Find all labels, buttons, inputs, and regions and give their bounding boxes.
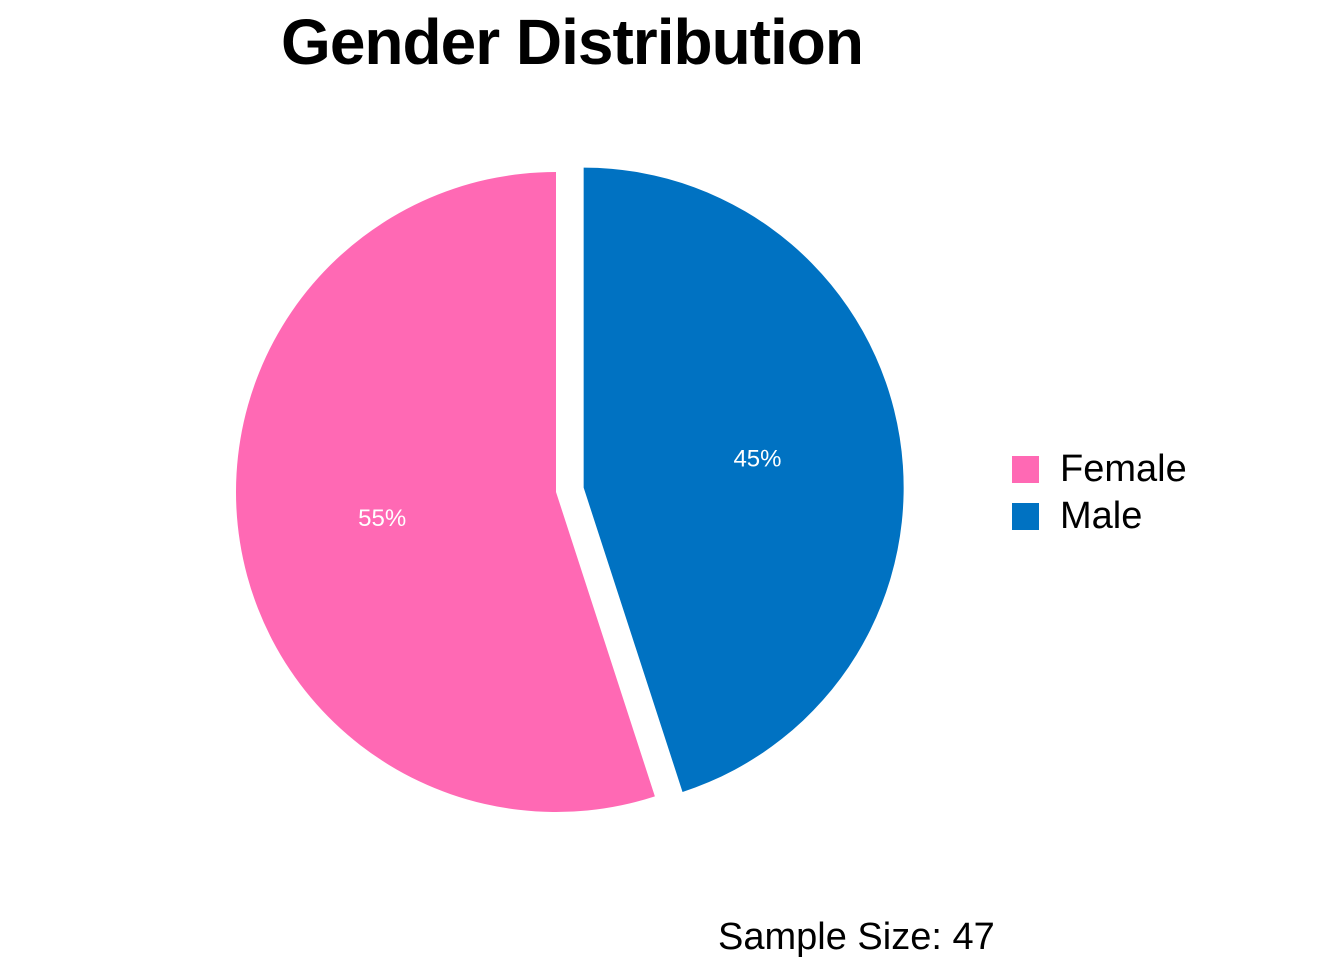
sample-size-annotation: Sample Size: 47 [718, 916, 995, 958]
pie-slice-label-male: 45% [733, 445, 781, 472]
pie-slices [236, 167, 904, 812]
legend-item-male: Male [1012, 493, 1187, 540]
pie-slice-female [236, 172, 655, 812]
legend: Female Male [1012, 446, 1187, 540]
legend-swatch-male [1012, 503, 1039, 530]
pie-slice-male [583, 167, 904, 792]
legend-swatch-female [1012, 456, 1039, 483]
legend-label-male: Male [1060, 495, 1143, 537]
legend-label-female: Female [1060, 448, 1187, 490]
pie-slice-label-female: 55% [358, 505, 406, 532]
chart-title: Gender Distribution [281, 6, 864, 78]
legend-item-female: Female [1012, 446, 1187, 493]
pie-slice-labels: 45% 55% [358, 445, 781, 531]
